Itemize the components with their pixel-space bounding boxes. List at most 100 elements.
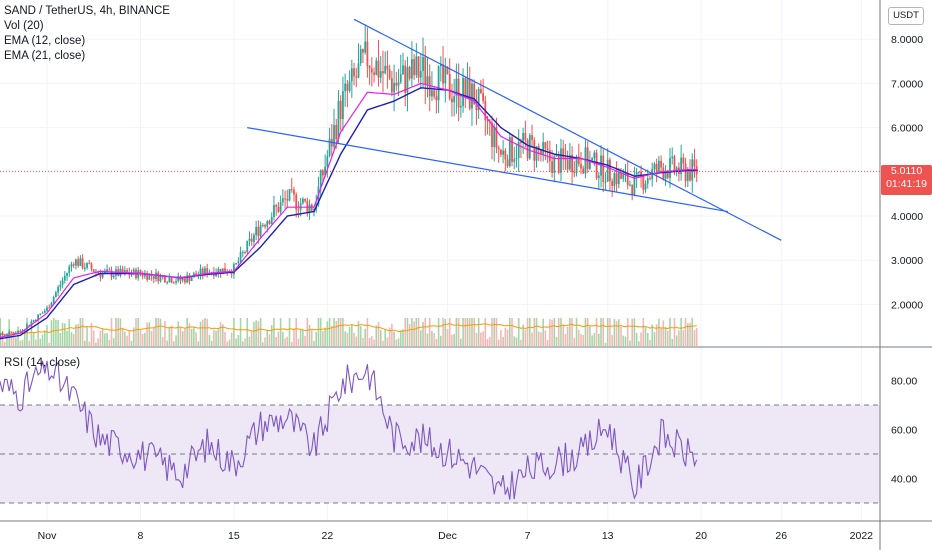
candle-body xyxy=(446,66,449,74)
time-tick-label: 2022 xyxy=(850,530,874,542)
volume-bar xyxy=(10,334,13,346)
volume-bar xyxy=(540,332,542,346)
volume-bar xyxy=(593,332,596,346)
rsi-tick-label: 60.00 xyxy=(891,425,917,437)
candle-body xyxy=(522,133,525,143)
candle-body xyxy=(244,252,246,254)
candle-body xyxy=(413,59,416,76)
volume-bar xyxy=(524,329,527,346)
price-tick-label: 4.0000 xyxy=(891,211,923,223)
volume-bar xyxy=(188,323,191,346)
candle-body xyxy=(477,89,480,111)
candle-body xyxy=(593,152,596,159)
candle-body xyxy=(172,282,175,284)
volume-bar xyxy=(440,335,442,346)
volume-bar xyxy=(462,318,464,346)
trendline-lower xyxy=(247,127,728,213)
volume-bar xyxy=(88,341,91,346)
candle-body xyxy=(290,188,293,190)
candle-body xyxy=(284,198,286,200)
currency-selector[interactable]: USDT xyxy=(888,7,924,25)
volume-bar xyxy=(420,330,422,346)
candle-body xyxy=(531,135,533,141)
volume-bar xyxy=(373,339,375,346)
volume-bar xyxy=(195,332,197,346)
candle-body xyxy=(388,69,391,79)
rsi-title[interactable]: RSI (14, close) xyxy=(4,357,81,369)
candle-body xyxy=(63,275,66,281)
candle-body xyxy=(277,206,280,213)
volume-bar xyxy=(217,329,220,346)
candle-body xyxy=(437,66,440,101)
volume-bar xyxy=(589,326,591,346)
volume-bar xyxy=(517,318,520,346)
volume-bar xyxy=(644,327,647,346)
candle-body xyxy=(464,77,467,97)
indicator-ema12[interactable]: EMA (12, close) xyxy=(4,35,86,47)
candle-body xyxy=(428,76,431,97)
volume-bar xyxy=(302,329,304,346)
price-tick-label: 6.0000 xyxy=(891,123,923,135)
volume-bar xyxy=(259,318,262,346)
candle-body xyxy=(591,158,594,161)
candle-body xyxy=(77,259,80,266)
candle-body xyxy=(266,221,269,227)
volume-bar xyxy=(413,321,415,346)
volume-bar xyxy=(246,318,249,346)
volume-bar xyxy=(664,326,667,346)
time-tick-label: 26 xyxy=(775,530,787,542)
indicator-ema21[interactable]: EMA (21, close) xyxy=(4,50,86,62)
candle-body xyxy=(339,100,342,119)
volume-bar xyxy=(526,318,529,346)
candle-body xyxy=(17,331,19,333)
volume-bar xyxy=(193,327,195,346)
volume-bar xyxy=(377,322,380,346)
volume-bar xyxy=(486,338,489,346)
candle-body xyxy=(575,156,578,174)
candle-body xyxy=(41,312,44,314)
candlesticks xyxy=(0,24,698,339)
candle-body xyxy=(313,209,315,211)
candle-body xyxy=(355,76,358,78)
volume-bar xyxy=(500,330,502,346)
candle-body xyxy=(386,65,389,70)
volume-bar xyxy=(155,318,157,346)
volume-bar xyxy=(480,332,482,346)
volume-bar xyxy=(346,332,349,346)
candle-body xyxy=(580,163,582,169)
volume-bar xyxy=(435,338,438,346)
candle-body xyxy=(83,267,86,269)
volume-bar xyxy=(68,318,71,346)
candle-body xyxy=(582,168,585,174)
candle-body xyxy=(250,238,253,242)
candle-body xyxy=(253,234,255,242)
indicator-volume[interactable]: Vol (20) xyxy=(4,20,44,32)
price-tick-label: 8.0000 xyxy=(891,34,923,46)
candle-body xyxy=(201,268,204,275)
volume-bar xyxy=(460,338,462,346)
symbol-title[interactable]: SAND / TetherUS, 4h, BINANCE xyxy=(4,5,170,17)
candle-body xyxy=(508,137,511,167)
volume-bar xyxy=(64,323,66,346)
candle-body xyxy=(375,60,378,75)
candle-body xyxy=(86,263,88,268)
candle-body xyxy=(273,205,275,217)
candle-body xyxy=(219,268,222,275)
volume-bar xyxy=(21,340,24,346)
volume-bar xyxy=(144,332,146,346)
candle-body xyxy=(364,41,367,53)
volume-bar xyxy=(555,337,558,346)
volume-bar xyxy=(219,322,222,346)
volume-bar xyxy=(3,341,6,346)
candle-body xyxy=(682,157,685,164)
trendlines[interactable] xyxy=(247,18,782,241)
candle-body xyxy=(0,333,2,338)
volume-bar xyxy=(150,331,153,346)
volume-bar xyxy=(658,318,660,346)
candle-body xyxy=(366,41,369,67)
volume-bar xyxy=(159,318,162,346)
candle-body xyxy=(184,278,186,283)
volume-bar xyxy=(609,318,611,346)
